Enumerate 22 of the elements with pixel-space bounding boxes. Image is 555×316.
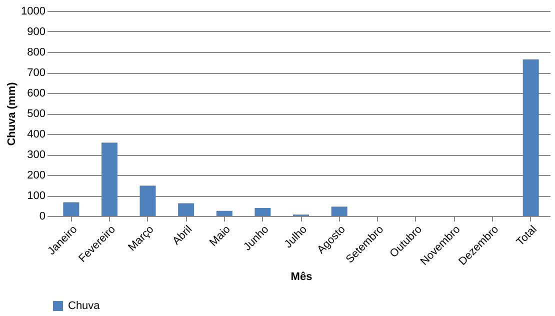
y-axis-title: Chuva (mm) — [6, 82, 18, 146]
y-tick-label: 600 — [27, 88, 46, 100]
y-tick-label: 500 — [27, 108, 46, 120]
bar — [216, 210, 232, 216]
y-tick-label: 300 — [27, 149, 46, 161]
x-axis-title: Mês — [290, 271, 312, 284]
bar — [140, 186, 156, 216]
y-tick-label: 200 — [27, 170, 46, 182]
y-tick-label: 400 — [27, 128, 46, 140]
bar — [178, 203, 194, 216]
y-tick-label: 700 — [27, 67, 46, 79]
bar — [522, 59, 539, 216]
legend-label: Chuva — [68, 300, 101, 312]
bar — [63, 202, 80, 216]
bar — [331, 206, 348, 216]
y-tick-label: 1000 — [21, 6, 46, 18]
y-tick-label: 800 — [27, 46, 46, 58]
y-tick-label: 100 — [27, 190, 46, 202]
y-tick-label: 0 — [39, 210, 46, 222]
bar — [254, 208, 271, 216]
bar — [101, 142, 118, 216]
y-tick-label: 900 — [27, 26, 46, 38]
